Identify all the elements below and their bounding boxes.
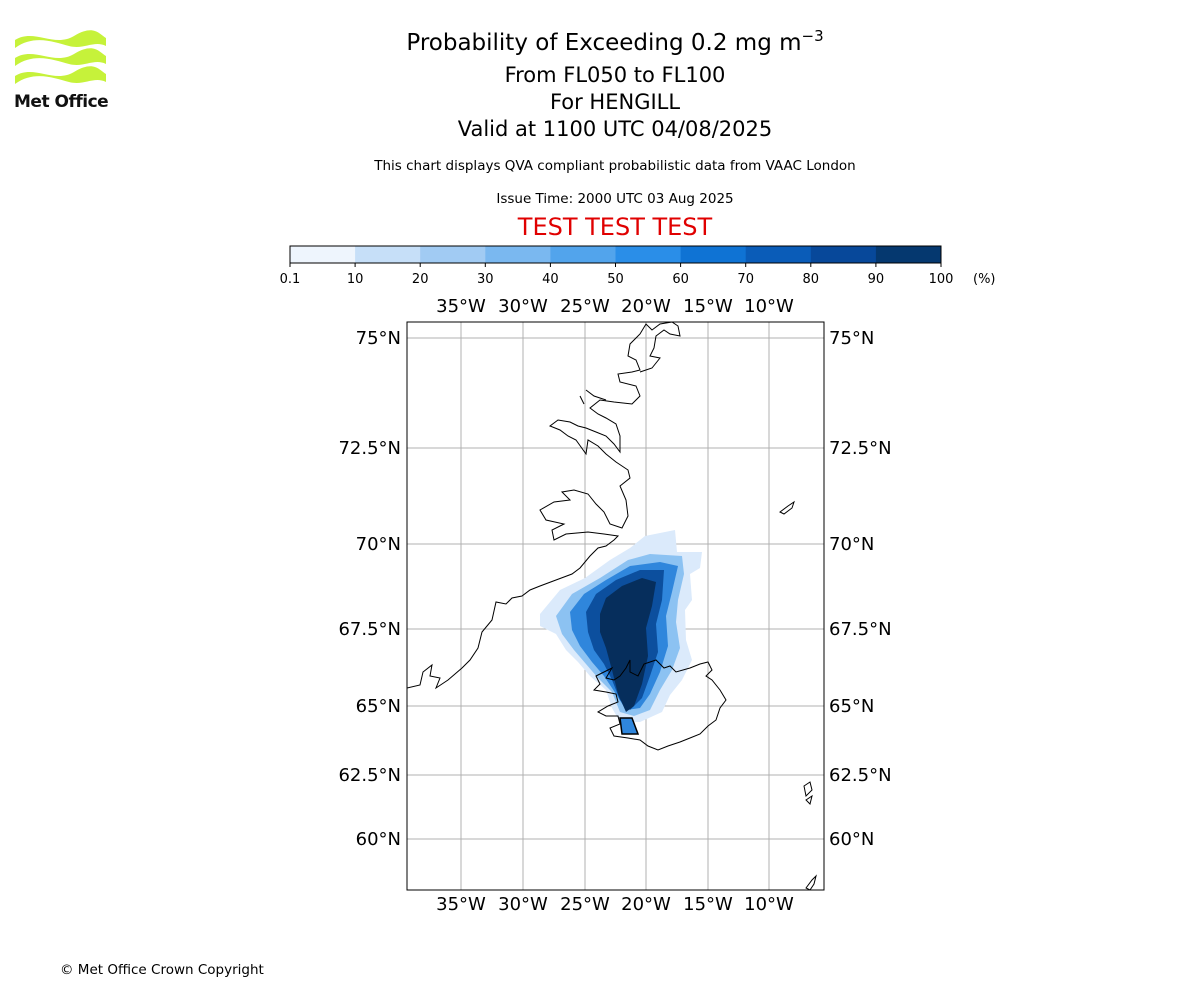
colorbar-cell	[615, 246, 682, 263]
right-lat-label: 67.5°N	[829, 619, 892, 640]
left-lat-label: 60°N	[356, 829, 401, 850]
test-banner: TEST TEST TEST	[517, 213, 713, 241]
colorbar-cell	[420, 246, 486, 263]
title-exponent: −3	[801, 27, 824, 45]
colorbar-tick-label: 80	[803, 272, 820, 287]
bottom-lon-label: 10°W	[744, 894, 794, 915]
top-lon-label: 10°W	[744, 296, 794, 317]
met-office-logo: Met Office	[14, 30, 109, 112]
right-lat-label: 65°N	[829, 696, 874, 717]
bottom-lon-label: 35°W	[436, 894, 486, 915]
colorbar-cell	[810, 246, 877, 263]
title-text: Probability of Exceeding 0.2 mg m	[406, 30, 802, 56]
top-lon-label: 20°W	[621, 296, 671, 317]
colorbar-tick-label: 90	[868, 272, 885, 287]
colorbar-tick-label: 100	[929, 272, 954, 287]
met-office-wave-icon	[15, 30, 106, 84]
right-lat-label: 75°N	[829, 328, 874, 349]
ash-probability-plume	[540, 530, 702, 735]
top-lon-label: 35°W	[436, 296, 486, 317]
chart-title: Probability of Exceeding 0.2 mg m−3	[0, 27, 1200, 56]
valid-time: Valid at 1100 UTC 04/08/2025	[457, 117, 773, 141]
right-lat-label: 62.5°N	[829, 765, 892, 786]
colorbar-unit: (%)	[973, 272, 996, 287]
colorbar-tick-label: 40	[542, 272, 559, 287]
colorbar-tick-label: 60	[672, 272, 689, 287]
colorbar-tick-label: 70	[737, 272, 754, 287]
bottom-lon-label: 20°W	[621, 894, 671, 915]
chart-note: This chart displays QVA compliant probab…	[374, 158, 856, 174]
volcano-name: For HENGILL	[549, 90, 681, 114]
left-lat-label: 67.5°N	[338, 619, 401, 640]
right-lat-label: 70°N	[829, 534, 874, 555]
right-lat-label: 72.5°N	[829, 438, 892, 459]
colorbar-tick-label: 20	[412, 272, 429, 287]
bottom-lon-label: 25°W	[560, 894, 610, 915]
issue-time: Issue Time: 2000 UTC 03 Aug 2025	[496, 191, 734, 207]
colorbar-cell	[745, 246, 812, 263]
colorbar-cell	[550, 246, 616, 263]
flight-level-range: From FL050 to FL100	[504, 63, 726, 87]
colorbar-tick-label: 50	[607, 272, 624, 287]
colorbar-cell	[680, 246, 747, 263]
colorbar-cell	[875, 246, 942, 263]
bottom-lon-label: 30°W	[498, 894, 548, 915]
top-lon-label: 15°W	[683, 296, 733, 317]
colorbar-tick-label: 30	[477, 272, 494, 287]
colorbar-cell	[355, 246, 421, 263]
colorbar-tick-label: 0.1	[280, 272, 301, 287]
top-lon-label: 25°W	[560, 296, 610, 317]
left-lat-label: 70°N	[356, 534, 401, 555]
colorbar-cell	[290, 246, 356, 263]
left-lat-label: 75°N	[356, 328, 401, 349]
left-lat-label: 65°N	[356, 696, 401, 717]
map-frame	[406, 321, 825, 891]
logo-text: Met Office	[14, 92, 109, 112]
left-lat-label: 62.5°N	[338, 765, 401, 786]
right-lat-label: 60°N	[829, 829, 874, 850]
left-lat-label: 72.5°N	[338, 438, 401, 459]
colorbar-tick-label: 10	[347, 272, 364, 287]
copyright-notice: © Met Office Crown Copyright	[60, 962, 264, 978]
colorbar-cell	[485, 246, 551, 263]
bottom-lon-label: 15°W	[683, 894, 733, 915]
probability-colorbar: 0.1 10 20 30 40 50 60 70 80 90 100 (%)	[280, 245, 996, 287]
top-lon-label: 30°W	[498, 296, 548, 317]
